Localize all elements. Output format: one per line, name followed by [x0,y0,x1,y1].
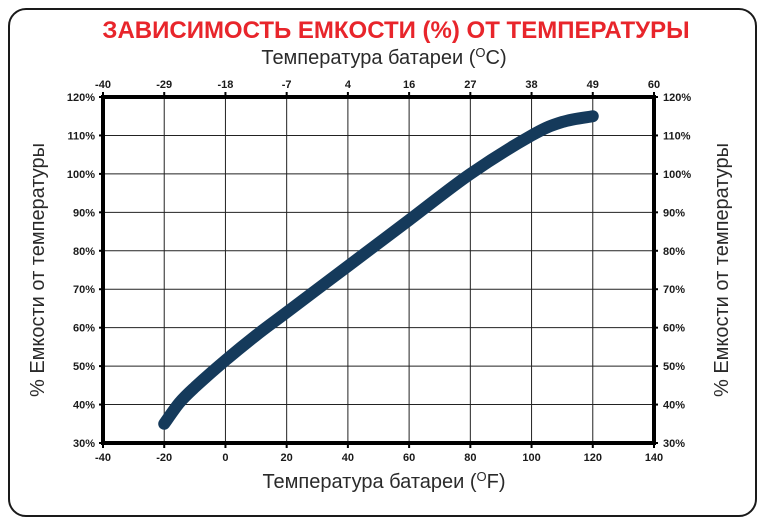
bottom-axis-title: Температура батареи (OF) [262,469,505,493]
chart-title: ЗАВИСИМОСТЬ ЕМКОСТИ (%) ОТ ТЕМПЕРАТУРЫ [102,17,689,44]
x2-tick-label: -7 [282,79,292,91]
top-axis-title: Температура батареи (OC) [261,45,506,69]
plot-area: -40 -20 0 20 40 60 80 100 120 140 -40 -29 -18 -7 4 16 27… [67,79,691,464]
y-tick-label: 70% [73,284,95,296]
bottom-axis-title-unit: F) [487,471,506,493]
y-tick-label: 40% [73,400,95,412]
x-tick-label: 100 [522,452,540,464]
left-axis-title: % Емкости от температуры [27,143,49,397]
x-tick-label: 120 [584,452,602,464]
x2-tick-label: 4 [345,79,352,91]
bottom-axis-title-superscript: O [477,469,487,484]
y-tick-label: 90% [73,207,95,219]
x2-tick-label: 27 [464,79,476,91]
x-tick-label: 20 [281,452,293,464]
y2-tick-label: 60% [663,323,685,335]
x2-tick-label: -40 [95,79,111,91]
bottom-axis-title-text: Температура батареи ( [262,471,476,493]
x2-tick-label: -29 [156,79,172,91]
x-tick-label: 0 [222,452,228,464]
x2-tick-label: 60 [648,79,660,91]
y-tick-label: 120% [67,92,95,104]
y2-tick-label: 70% [663,284,685,296]
top-axis-title-text: Температура батареи ( [261,47,475,69]
top-axis-title-superscript: O [475,45,485,60]
series-line [158,110,599,430]
y-tick-label: 110% [67,130,95,142]
x2-tick-label: 49 [587,79,599,91]
y2-tick-label: 120% [663,92,691,104]
y2-tick-label: 80% [663,246,685,258]
y-tick-label: 30% [73,438,95,450]
y-tick-label: 100% [67,169,95,181]
chart-frame [8,8,757,517]
x2-tick-label: 16 [403,79,415,91]
x2-tick-label: -18 [217,79,233,91]
x-tick-label: 40 [342,452,354,464]
y2-tick-label: 40% [663,400,685,412]
x-tick-label: 140 [645,452,663,464]
y2-tick-label: 90% [663,207,685,219]
x-tick-label: -40 [95,452,111,464]
y-tick-label: 80% [73,246,95,258]
top-axis-title-unit: C) [486,47,507,69]
x-tick-label: 60 [403,452,415,464]
x-tick-label: 80 [464,452,476,464]
plot-border [101,95,656,445]
y2-tick-label: 30% [663,438,685,450]
y2-tick-label: 100% [663,169,691,181]
y2-tick-label: 50% [663,361,685,373]
y2-tick-label: 110% [663,130,691,142]
x-tick-label: -20 [156,452,172,464]
x2-tick-label: 38 [525,79,537,91]
y-tick-label: 60% [73,323,95,335]
right-axis-title: % Емкости от температуры [711,143,733,397]
y-tick-label: 50% [73,361,95,373]
